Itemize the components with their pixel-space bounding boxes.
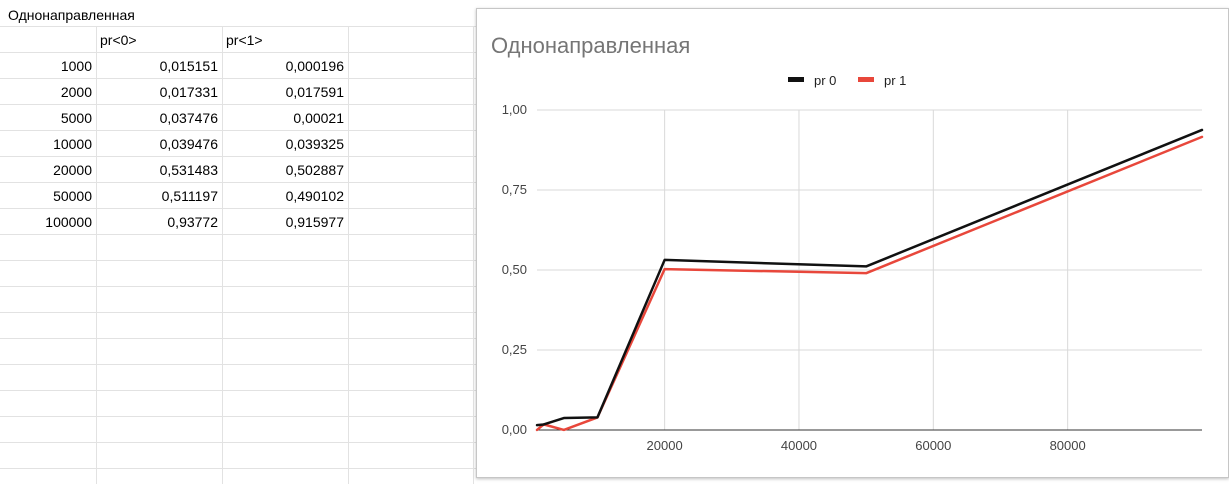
y-tick-label: 0,25: [502, 342, 527, 357]
chart-legend: pr 0 pr 1: [788, 73, 906, 88]
sheet-title[interactable]: Однонаправленная: [8, 7, 135, 23]
cell-n[interactable]: 2000: [60, 84, 92, 100]
y-tick-label: 0,00: [502, 422, 527, 437]
cell-pr1[interactable]: 0,000196: [285, 58, 344, 74]
cell-pr1[interactable]: 0,00021: [293, 110, 344, 126]
x-tick-label: 20000: [647, 438, 683, 453]
cell-n[interactable]: 50000: [53, 188, 92, 204]
cell-pr0[interactable]: 0,511197: [161, 188, 218, 204]
cell-pr0[interactable]: 0,017331: [159, 84, 218, 100]
plot-area: 0,00 0,25 0,50 0,75 1,00 20000 40000 60000 80000: [502, 102, 1204, 453]
legend-swatch-pr1: [858, 77, 874, 82]
cell-pr0[interactable]: 0,93772: [167, 214, 218, 230]
cell-pr0[interactable]: 0,037476: [159, 110, 218, 126]
cell-pr0[interactable]: 0,531483: [159, 162, 218, 178]
cell-pr1[interactable]: 0,017591: [285, 84, 344, 100]
cell-n[interactable]: 5000: [60, 110, 92, 126]
chart-title: Однонаправленная: [491, 33, 690, 58]
legend-label-pr0: pr 0: [814, 73, 836, 88]
cell-n[interactable]: 20000: [53, 162, 92, 178]
cell-pr1[interactable]: 0,915977: [285, 214, 344, 230]
cell-pr0[interactable]: 0,015151: [159, 58, 218, 74]
header-pr0[interactable]: pr<0>: [100, 32, 137, 48]
x-tick-label: 80000: [1050, 438, 1086, 453]
header-pr1[interactable]: pr<1>: [226, 32, 263, 48]
cell-pr1[interactable]: 0,502887: [285, 162, 344, 178]
y-tick-label: 1,00: [502, 102, 527, 117]
line-chart: Однонаправленная pr 0 pr 1 0,000,250,500…: [491, 33, 1204, 453]
x-tick-label: 60000: [915, 438, 951, 453]
legend-label-pr1: pr 1: [884, 73, 906, 88]
cell-n[interactable]: 100000: [45, 214, 92, 230]
legend-swatch-pr0: [788, 77, 804, 82]
cell-pr0[interactable]: 0,039476: [159, 136, 218, 152]
cell-pr1[interactable]: 0,490102: [285, 188, 344, 204]
chart-card[interactable]: Однонаправленная pr 0 pr 1 0,00 0,25 0,50 0…: [476, 8, 1229, 478]
series-line-pr1[interactable]: [535, 135, 1204, 432]
y-tick-label: 0,50: [502, 262, 527, 277]
x-tick-label: 40000: [781, 438, 817, 453]
cell-n[interactable]: 1000: [60, 58, 92, 74]
y-tick-label: 0,75: [502, 182, 527, 197]
cell-n[interactable]: 10000: [53, 136, 92, 152]
cell-pr1[interactable]: 0,039325: [285, 136, 344, 152]
series-line-pr0[interactable]: [535, 128, 1204, 427]
